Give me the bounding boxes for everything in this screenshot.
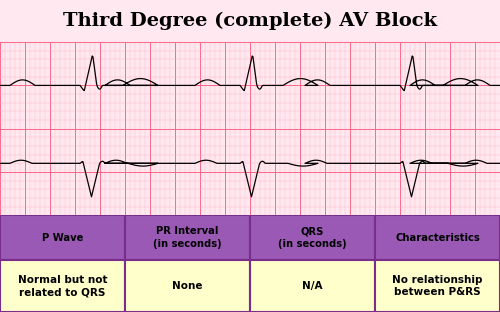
Bar bbox=[125, 260, 250, 312]
Text: N/A: N/A bbox=[302, 281, 323, 291]
Bar bbox=[250, 215, 375, 260]
Text: Third Degree (complete) AV Block: Third Degree (complete) AV Block bbox=[63, 12, 437, 30]
Text: Normal but not
related to QRS: Normal but not related to QRS bbox=[18, 275, 107, 297]
Bar bbox=[125, 215, 250, 260]
Bar bbox=[250, 260, 375, 312]
Text: QRS
(in seconds): QRS (in seconds) bbox=[278, 226, 347, 249]
Text: P Wave: P Wave bbox=[42, 232, 83, 242]
Bar bbox=[0, 215, 125, 260]
Bar bbox=[375, 260, 500, 312]
Bar bbox=[375, 215, 500, 260]
Text: No relationship
between P&RS: No relationship between P&RS bbox=[392, 275, 483, 297]
Text: PR Interval
(in seconds): PR Interval (in seconds) bbox=[153, 226, 222, 249]
Text: Characteristics: Characteristics bbox=[395, 232, 480, 242]
Text: None: None bbox=[172, 281, 203, 291]
Bar bbox=[0, 260, 125, 312]
